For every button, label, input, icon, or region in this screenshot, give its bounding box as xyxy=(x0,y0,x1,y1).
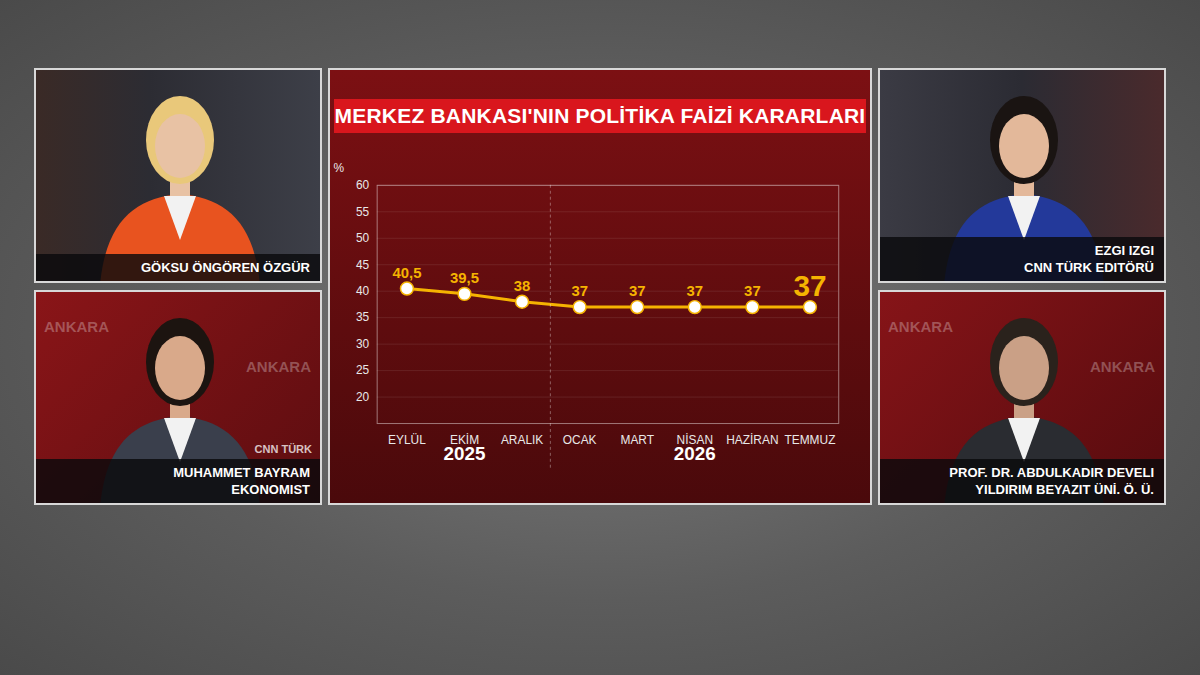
svg-text:40,5: 40,5 xyxy=(392,265,421,281)
html-text:ANKARA: ANKARA xyxy=(44,318,109,335)
svg-text:60: 60 xyxy=(356,178,370,192)
svg-text:38: 38 xyxy=(514,278,531,294)
svg-text:50: 50 xyxy=(356,231,370,245)
svg-text:EKİM: EKİM xyxy=(450,432,480,447)
html-text:ANKARA: ANKARA xyxy=(1090,358,1155,375)
svg-text:37: 37 xyxy=(793,269,826,302)
html-text:ANKARA: ANKARA xyxy=(888,318,953,335)
svg-text:20: 20 xyxy=(356,390,370,404)
svg-text:37: 37 xyxy=(744,283,761,299)
svg-text:25: 25 xyxy=(356,363,370,377)
svg-text:55: 55 xyxy=(356,205,370,219)
svg-text:45: 45 xyxy=(356,258,370,272)
svg-text:NİSAN: NİSAN xyxy=(676,432,713,447)
svg-text:ARALIK: ARALIK xyxy=(501,433,543,447)
svg-text:37: 37 xyxy=(571,283,588,299)
html-text:CNN TÜRK EDITÖRÜ: CNN TÜRK EDITÖRÜ xyxy=(1024,260,1154,275)
html-text:GÖKSU ÖNGÖREN ÖZGÜR: GÖKSU ÖNGÖREN ÖZGÜR xyxy=(141,260,310,275)
svg-text:39,5: 39,5 xyxy=(450,270,479,286)
svg-text:HAZİRAN: HAZİRAN xyxy=(726,433,778,447)
svg-text:37: 37 xyxy=(687,283,704,299)
svg-text:40: 40 xyxy=(356,284,370,298)
html-text:YILDIRIM BEYAZIT ÜNİ. Ö. Ü.: YILDIRIM BEYAZIT ÜNİ. Ö. Ü. xyxy=(975,482,1154,497)
svg-text:30: 30 xyxy=(356,337,370,351)
svg-text:EYLÜL: EYLÜL xyxy=(388,433,426,447)
html-text:EKONOMIST: EKONOMIST xyxy=(231,482,310,497)
html-text:ANKARA: ANKARA xyxy=(246,358,311,375)
svg-text:2025: 2025 xyxy=(444,443,486,464)
html-text:MUHAMMET BAYRAM: MUHAMMET BAYRAM xyxy=(173,465,310,480)
svg-text:35: 35 xyxy=(356,310,370,324)
html-text:MERKEZ BANKASI'NIN POLİTİKA FA: MERKEZ BANKASI'NIN POLİTİKA FAİZİ KARARL… xyxy=(334,104,866,127)
svg-text:2026: 2026 xyxy=(674,443,716,464)
svg-text:OCAK: OCAK xyxy=(563,433,597,447)
svg-text:TEMMUZ: TEMMUZ xyxy=(784,433,835,447)
svg-text:%: % xyxy=(333,161,344,175)
html-text:EZGI IZGI: EZGI IZGI xyxy=(1094,243,1154,258)
svg-text:37: 37 xyxy=(629,283,646,299)
html-text:PROF. DR. ABDULKADIR DEVELI: PROF. DR. ABDULKADIR DEVELI xyxy=(949,465,1154,480)
html-text:CNN TÜRK: CNN TÜRK xyxy=(254,443,312,455)
svg-text:MART: MART xyxy=(620,433,654,447)
